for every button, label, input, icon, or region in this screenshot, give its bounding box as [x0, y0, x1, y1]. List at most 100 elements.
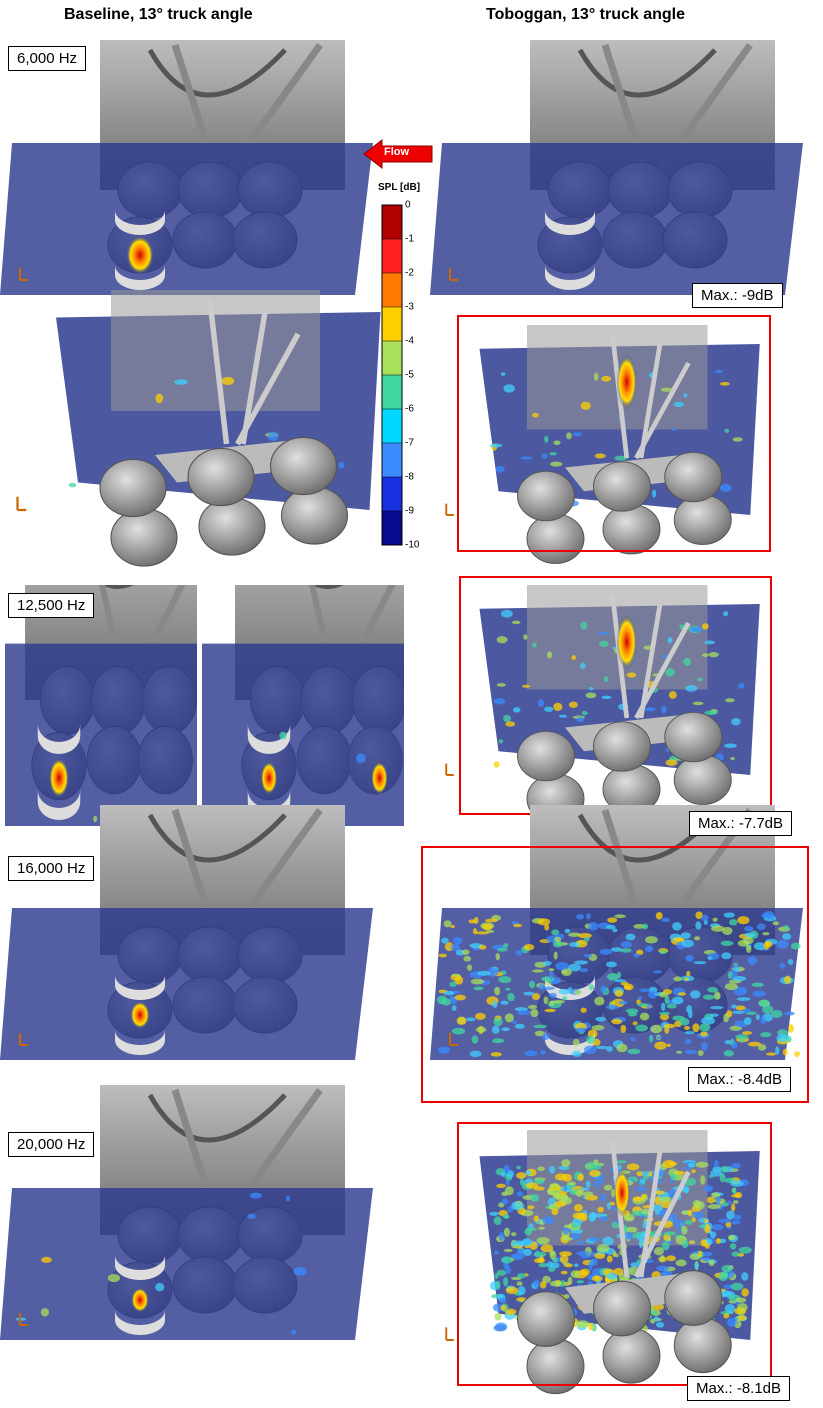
noise-spot [520, 456, 533, 460]
noise-spot [456, 1016, 467, 1025]
noise-spot [521, 684, 531, 688]
wheel [269, 436, 338, 496]
noise-spot [708, 651, 719, 658]
noise-spot [553, 440, 561, 446]
noise-spot [267, 431, 279, 441]
noise-spot [585, 1180, 591, 1188]
noise-spot [665, 759, 678, 766]
noise-spot [338, 461, 345, 469]
noise-spot [644, 707, 656, 712]
noise-spot [671, 427, 676, 431]
panel [445, 585, 760, 824]
noise-spot [701, 914, 709, 922]
noise-spot [713, 991, 721, 1000]
noise-spot [639, 1012, 650, 1021]
noise-spot [491, 1025, 500, 1034]
noise-spot [698, 1250, 703, 1258]
noise-spot [731, 717, 741, 726]
noise-spot [655, 1321, 665, 1328]
noise-spot [513, 923, 522, 928]
noise-spot [732, 1010, 745, 1015]
panel-clip [5, 585, 197, 827]
noise-spot [721, 1265, 732, 1273]
noise-spot [779, 962, 786, 969]
noise-spot [765, 940, 773, 948]
column-header: Baseline, 13° truck angle [64, 6, 253, 23]
noise-spot [635, 1024, 648, 1032]
panel [0, 805, 373, 1060]
noise-spot [684, 1049, 698, 1054]
noise-spot [474, 1012, 486, 1020]
colorbar-segment [382, 307, 402, 341]
noise-spot [714, 1159, 719, 1168]
noise-spot [595, 1016, 606, 1022]
noise-spot [558, 714, 568, 718]
noise-spot [645, 945, 654, 953]
noise-spot [727, 1317, 737, 1327]
noise-spot [561, 1236, 573, 1241]
noise-spot [684, 1031, 695, 1035]
noise-spot [503, 1227, 510, 1237]
noise-spot [562, 1173, 573, 1182]
noise-spot [525, 1170, 532, 1176]
noise-spot [673, 401, 685, 408]
noise-spot [733, 967, 740, 972]
noise-spot [719, 1173, 726, 1183]
noise-spot [465, 1017, 476, 1022]
hotspot [48, 757, 70, 799]
noise-spot [602, 1236, 614, 1246]
noise-spot [721, 952, 732, 960]
panel-clip [202, 585, 404, 827]
noise-spot [616, 971, 622, 979]
noise-spot [586, 1035, 596, 1044]
noise-spot [516, 1248, 525, 1255]
noise-spot [666, 1003, 677, 1009]
noise-spot [588, 984, 595, 991]
noise-spot [473, 986, 484, 991]
noise-spot [583, 953, 593, 958]
colorbar-segment [382, 239, 402, 273]
wheel [664, 1270, 723, 1326]
noise-spot [548, 968, 555, 972]
noise-spot [507, 992, 515, 1002]
noise-spot [489, 1211, 499, 1216]
column-header: Toboggan, 13° truck angle [486, 6, 686, 23]
noise-spot [760, 1032, 772, 1038]
noise-spot [597, 631, 610, 635]
hotspot [616, 614, 638, 670]
noise-spot [625, 1232, 634, 1240]
noise-spot [600, 1193, 607, 1203]
cut-wheel [37, 790, 81, 820]
noise-spot [572, 1038, 580, 1047]
noise-spot [441, 998, 452, 1006]
noise-spot [724, 428, 730, 433]
noise-spot [667, 636, 673, 644]
noise-spot [514, 1023, 525, 1029]
noise-spot [735, 1005, 746, 1011]
noise-spot [775, 1046, 780, 1055]
noise-spot [579, 1187, 590, 1191]
noise-spot [538, 1263, 549, 1268]
noise-spot [471, 1035, 479, 1044]
noise-spot [604, 676, 609, 683]
noise-spot [618, 1000, 628, 1005]
noise-spot [538, 1226, 546, 1230]
noise-spot [494, 986, 501, 996]
noise-spot [504, 1013, 514, 1023]
noise-spot [450, 924, 456, 929]
colorbar-segment [382, 511, 402, 545]
noise-spot [665, 668, 675, 677]
noise-spot [673, 937, 684, 942]
wheel [526, 513, 585, 564]
noise-spot [695, 1161, 709, 1168]
cut-wheel [115, 1030, 165, 1055]
noise-spot [691, 1169, 696, 1173]
noise-spot [725, 698, 735, 703]
noise-spot [653, 1247, 664, 1256]
noise-spot [782, 1048, 788, 1056]
noise-spot [680, 932, 691, 940]
noise-spot [500, 1304, 507, 1311]
panel [5, 585, 197, 827]
noise-spot [544, 1008, 556, 1013]
noise-spot [451, 1027, 466, 1035]
